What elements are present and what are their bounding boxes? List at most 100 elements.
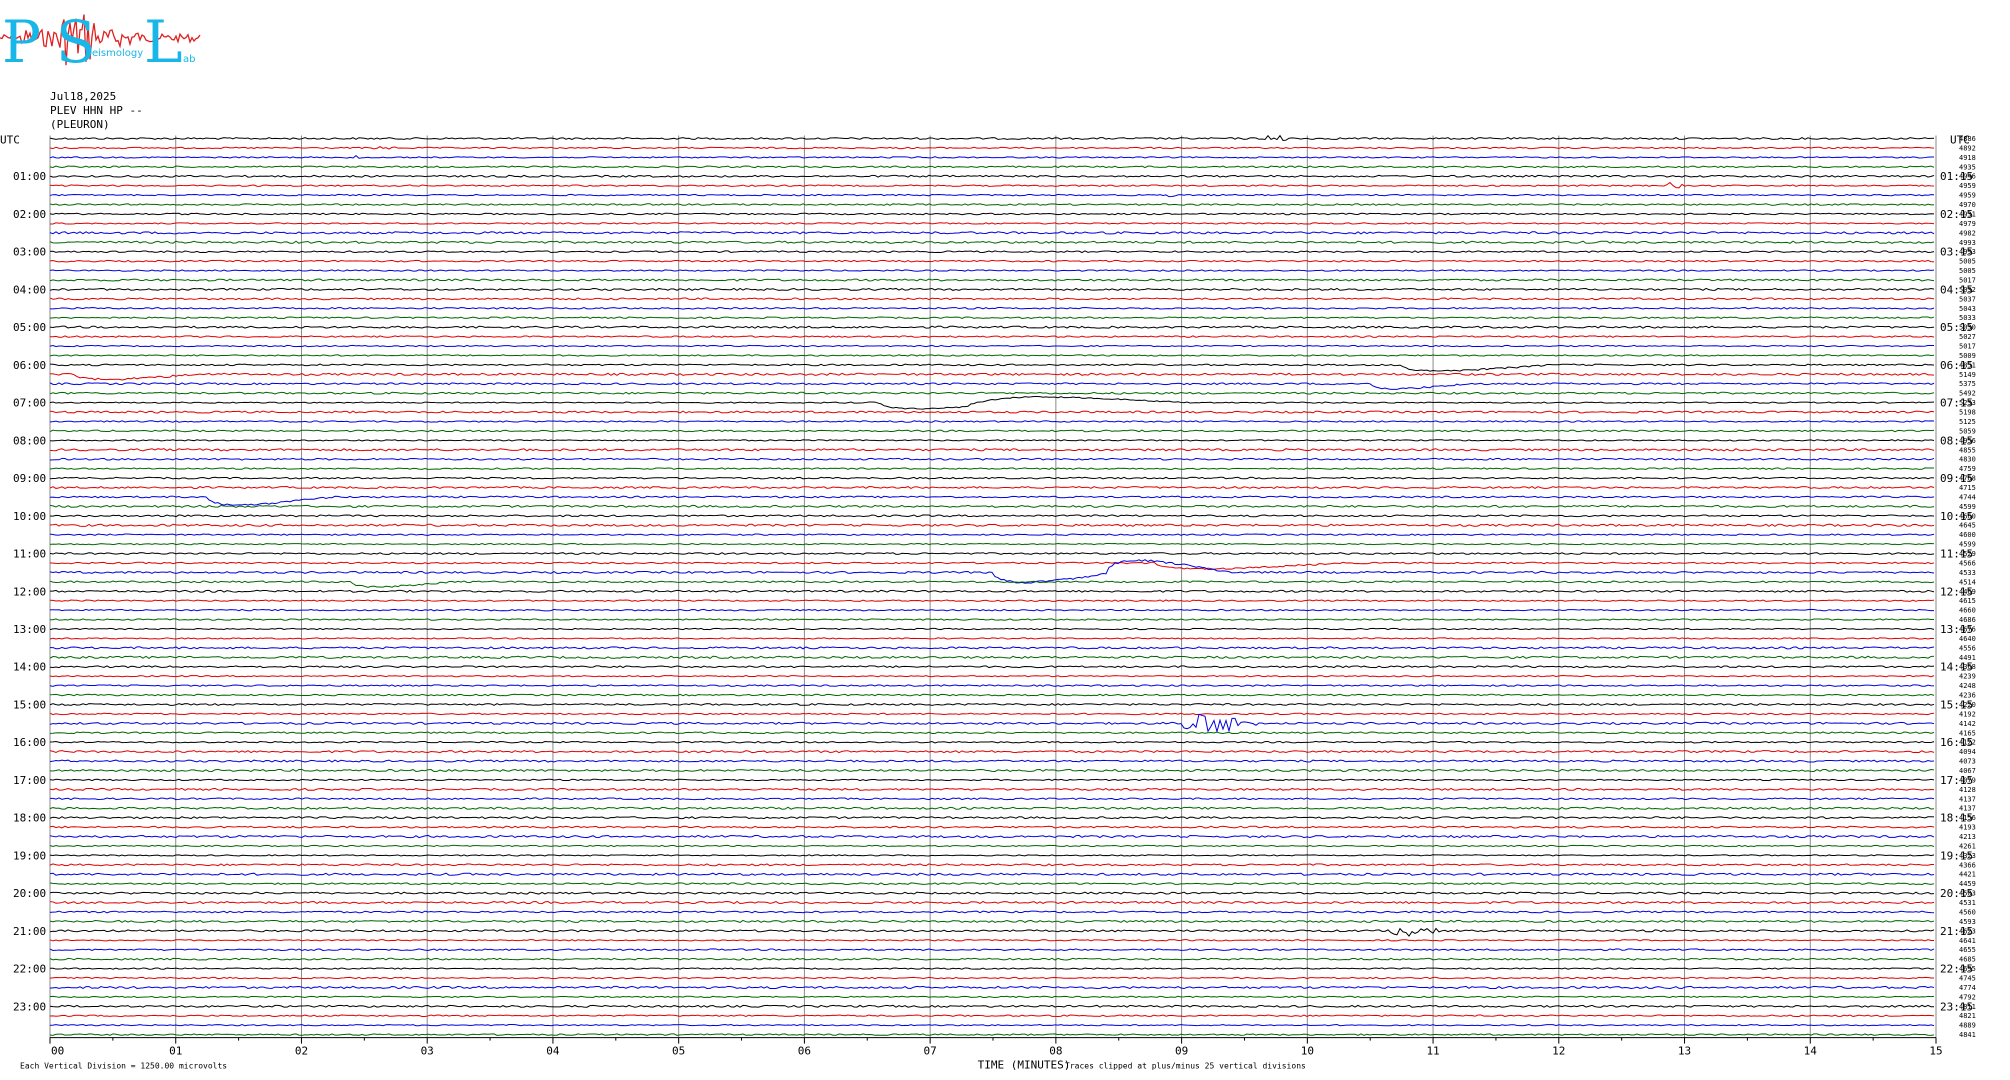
right-hour-label: 01:15: [1940, 170, 1973, 183]
trace-offset-value: 4529: [1959, 550, 1976, 558]
right-hour-label: 12:15: [1940, 585, 1973, 598]
trace-offset-value: 4165: [1959, 729, 1976, 737]
footer-vertical-division: Each Vertical Division = 1250.00 microvo…: [20, 1062, 227, 1071]
trace-row-52: [49, 627, 1935, 631]
logo-small-text-seismology: eismology: [92, 48, 143, 59]
trace-row-66: [49, 759, 1935, 763]
left-hour-label: 14:00: [13, 661, 46, 674]
trace-offset-value: 4935: [1959, 163, 1976, 171]
trace-row-78: [49, 872, 1935, 876]
right-hour-label: 15:15: [1940, 698, 1973, 711]
trace-offset-value: 4970: [1959, 201, 1976, 209]
header-station: PLEV HHN HP --: [50, 104, 143, 117]
trace-row-94: [49, 1024, 1935, 1027]
trace-offset-value: 4236: [1959, 692, 1976, 700]
trace-offset-value: 5233: [1959, 399, 1976, 407]
psl-logo: P S L eismology ab: [0, 8, 201, 70]
left-hour-label: 05:00: [13, 321, 46, 334]
trace-offset-value: 4137: [1959, 805, 1976, 813]
trace-row-22: [49, 344, 1935, 348]
left-hour-label: 07:00: [13, 397, 46, 410]
trace-offset-value: 4946: [1959, 173, 1976, 181]
trace-row-82: [49, 910, 1935, 914]
trace-offset-value: 4593: [1959, 918, 1976, 926]
trace-offset-value: 5017: [1959, 276, 1976, 284]
trace-row-10: [49, 231, 1935, 235]
footer-clip-note: Traces clipped at plus/minus 25 vertical…: [1065, 1062, 1306, 1071]
trace-offset-value: 4600: [1959, 531, 1976, 539]
trace-offset-value: 4676: [1959, 625, 1976, 633]
logo-seismic-trace: [0, 14, 201, 66]
trace-row-43: [49, 542, 1935, 546]
trace-offset-value: 4841: [1959, 1031, 1976, 1039]
trace-row-44: [49, 552, 1935, 555]
trace-row-7: [49, 203, 1935, 206]
left-hour-label: 18:00: [13, 812, 46, 825]
trace-offset-value: 4892: [1959, 144, 1976, 152]
left-hour-label: 23:00: [13, 1000, 46, 1013]
trace-offset-value: 4128: [1959, 786, 1976, 794]
trace-row-4: [49, 174, 1935, 178]
left-hour-label: 03:00: [13, 246, 46, 259]
trace-row-76: [49, 854, 1935, 857]
trace-row-83: [49, 919, 1935, 923]
trace-row-29: [49, 410, 1935, 414]
trace-offset-value: 4655: [1959, 946, 1976, 954]
right-hour-label: 13:15: [1940, 623, 1973, 636]
trace-row-34: [49, 457, 1935, 461]
trace-row-42: [49, 533, 1935, 536]
trace-offset-value: 4366: [1959, 861, 1976, 869]
right-hour-label: 14:15: [1940, 661, 1973, 674]
left-axis-label: UTC: [0, 134, 20, 147]
header-location: (PLEURON): [50, 118, 110, 131]
logo-small-text-lab: ab: [183, 54, 195, 65]
trace-offset-value: 4261: [1959, 842, 1976, 850]
trace-offset-value: 4855: [1959, 446, 1976, 454]
trace-offset-value: 4599: [1959, 541, 1976, 549]
trace-row-6: [49, 193, 1935, 198]
left-hour-label: 21:00: [13, 925, 46, 938]
trace-row-77: [49, 863, 1935, 867]
left-hour-label: 04:00: [13, 283, 46, 296]
right-hour-label: 19:15: [1940, 849, 1973, 862]
trace-offset-value: 4774: [1959, 984, 1976, 992]
trace-row-30: [49, 420, 1935, 423]
trace-offset-value: 4918: [1959, 154, 1976, 162]
left-hour-label: 17:00: [13, 774, 46, 787]
trace-row-60: [49, 703, 1935, 706]
trace-row-15: [49, 278, 1935, 282]
trace-offset-value: 4640: [1959, 635, 1976, 643]
left-hour-label: 16:00: [13, 736, 46, 749]
trace-offset-value: 4556: [1959, 644, 1976, 652]
trace-offset-value: 4979: [1959, 220, 1976, 228]
right-hour-label: 07:15: [1940, 397, 1973, 410]
trace-offset-value: 4830: [1959, 456, 1976, 464]
trace-row-85: [49, 939, 1935, 942]
left-hour-label: 12:00: [13, 585, 46, 598]
x-tick-label: 08: [1049, 1045, 1062, 1058]
trace-row-41: [49, 523, 1935, 527]
trace-row-19: [49, 316, 1935, 319]
trace-row-45: [49, 561, 1935, 570]
trace-row-56: [49, 665, 1935, 669]
trace-row-73: [49, 825, 1935, 829]
left-hour-label: 19:00: [13, 849, 46, 862]
right-hour-label: 22:15: [1940, 963, 1973, 976]
trace-row-88: [49, 967, 1935, 970]
trace-offset-value: 4137: [1959, 795, 1976, 803]
trace-offset-value: 4094: [1959, 748, 1976, 756]
trace-row-21: [49, 335, 1935, 338]
trace-row-64: [49, 740, 1935, 744]
trace-row-37: [49, 486, 1935, 490]
trace-offset-value: 5492: [1959, 390, 1976, 398]
right-hour-label: 09:15: [1940, 472, 1973, 485]
trace-row-62: [49, 713, 1935, 734]
trace-row-28: [49, 395, 1935, 410]
trace-row-79: [49, 882, 1935, 886]
x-tick-label: 10: [1301, 1045, 1314, 1058]
x-tick-label: 03: [421, 1045, 434, 1058]
right-hour-label: 10:15: [1940, 510, 1973, 523]
trace-offset-value: 4889: [1959, 1022, 1976, 1030]
trace-row-2: [49, 154, 1935, 159]
trace-row-38: [49, 495, 1935, 506]
